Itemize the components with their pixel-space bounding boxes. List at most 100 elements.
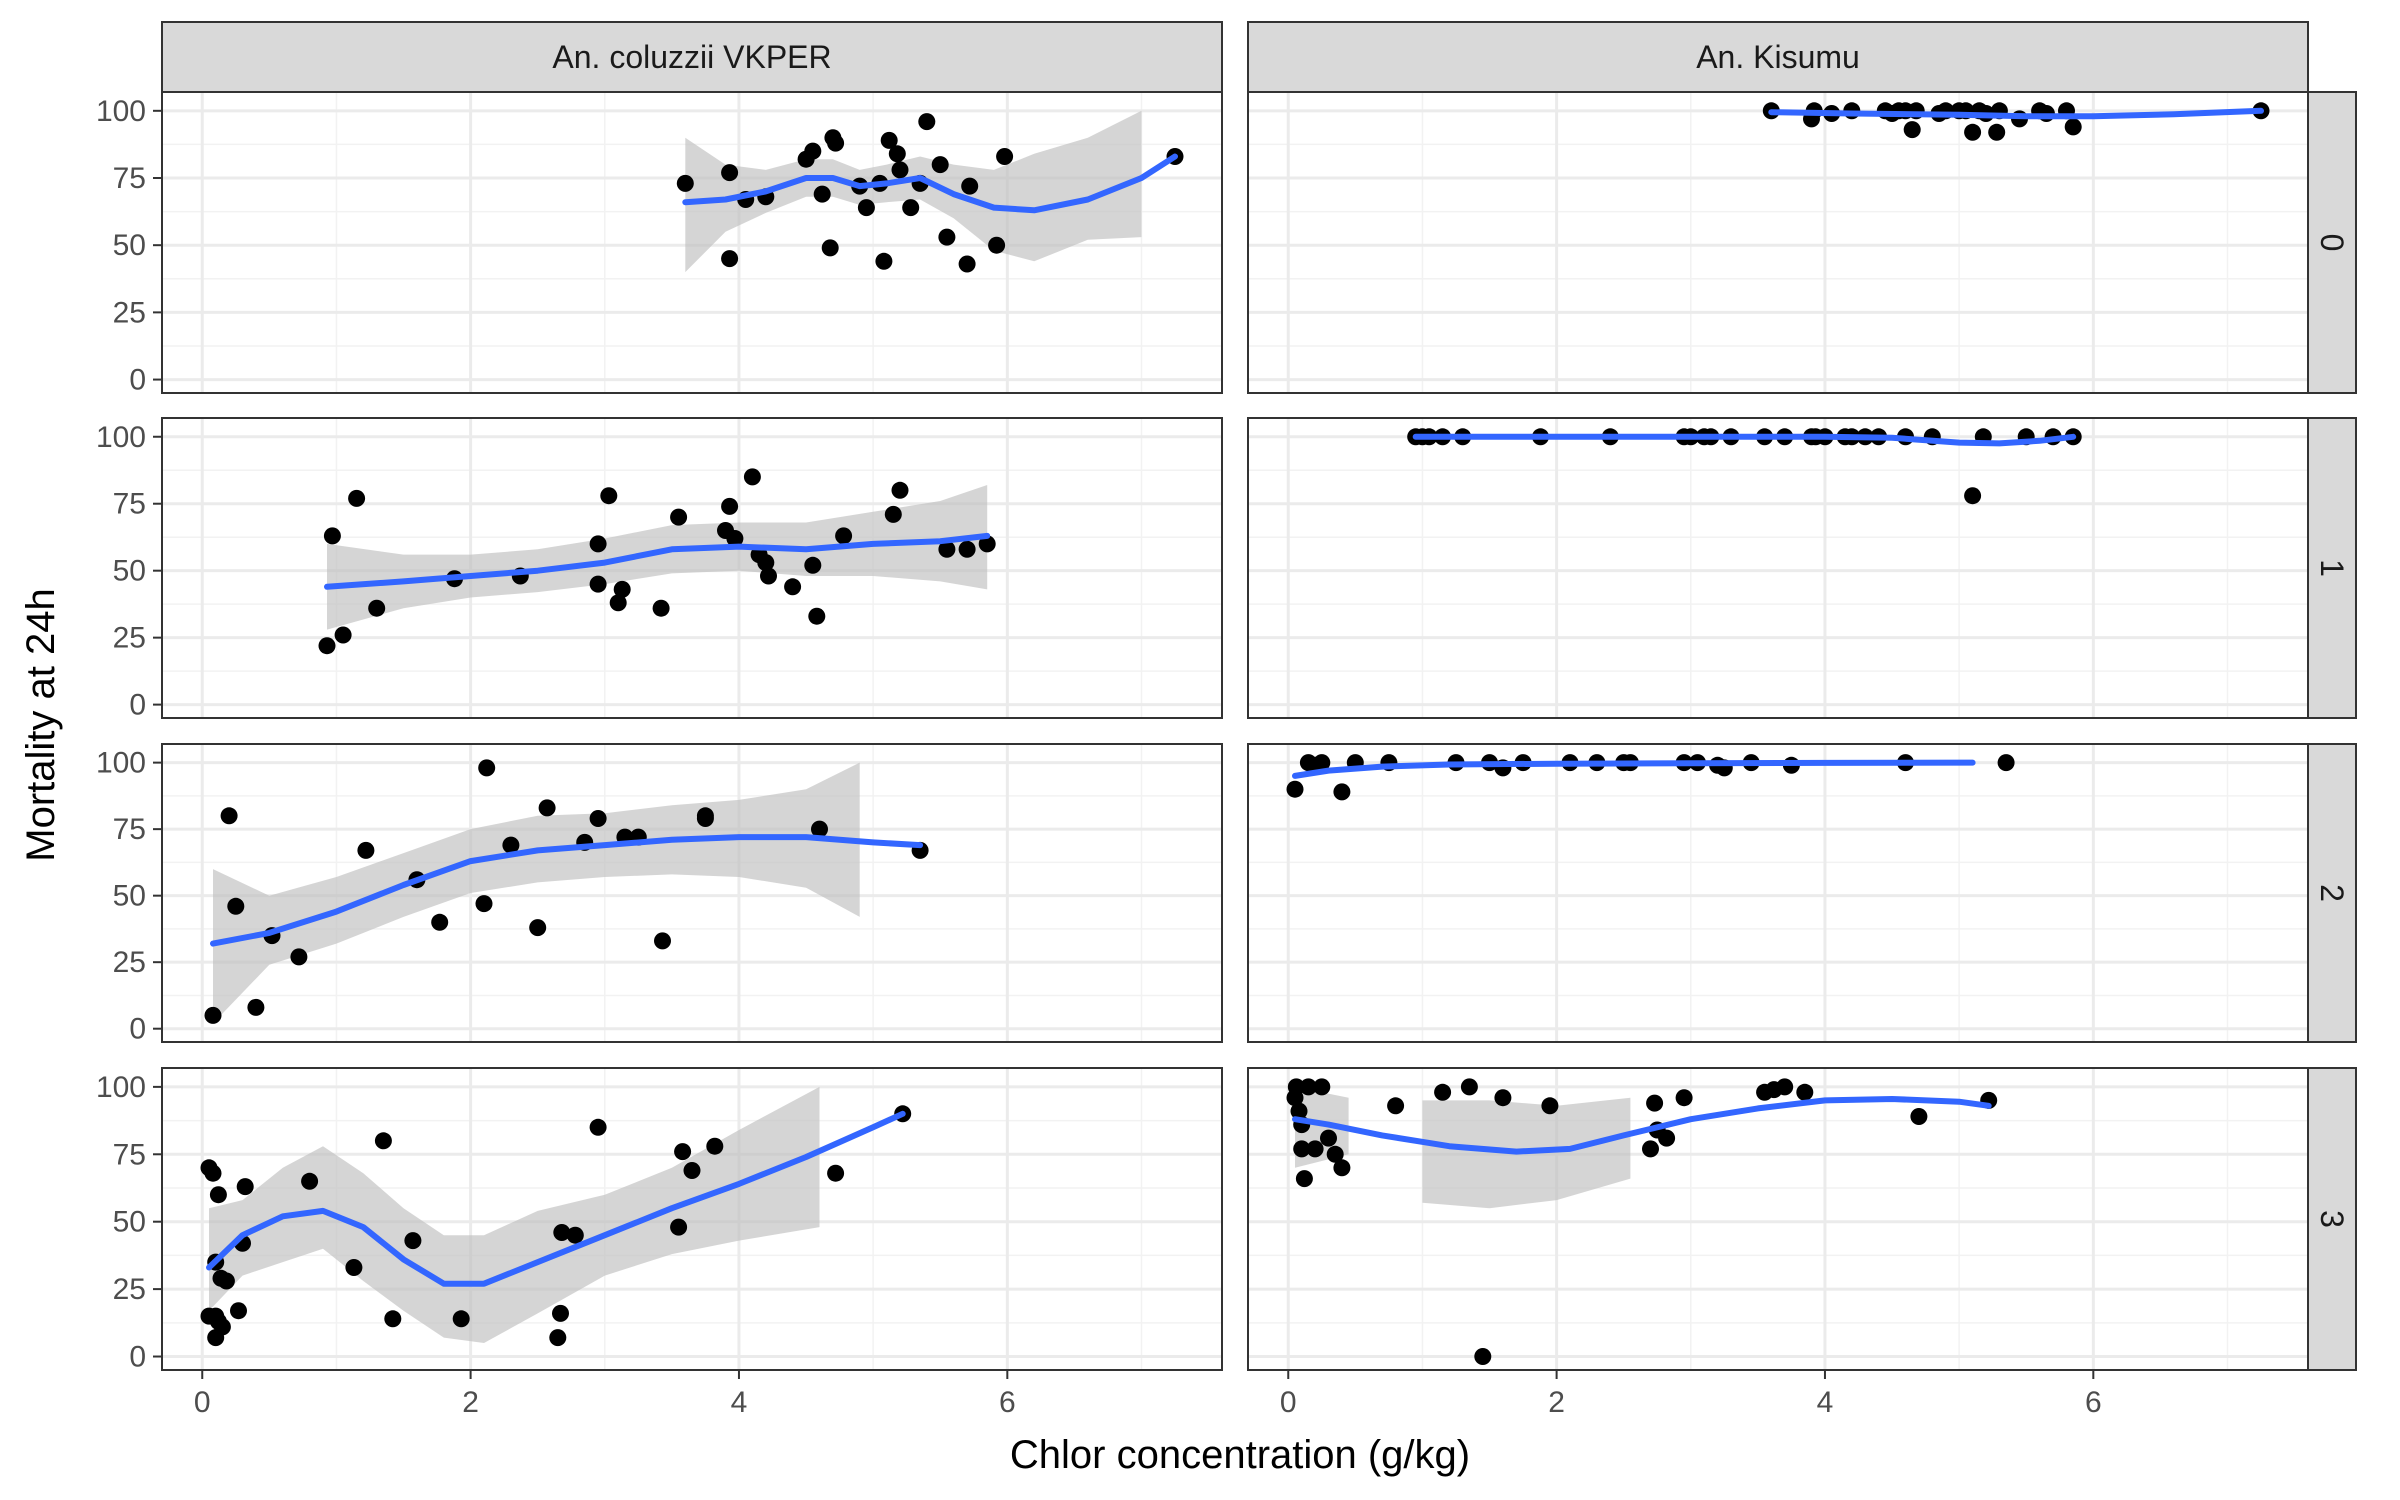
x-tick-label: 2 [462, 1386, 479, 1419]
data-point [204, 1006, 222, 1024]
data-point [613, 580, 631, 598]
strip-column-0 [161, 21, 1223, 93]
data-point [1286, 780, 1304, 798]
data-point [1541, 1097, 1559, 1115]
data-point [475, 895, 493, 913]
data-point [1333, 1159, 1351, 1177]
panel-background [1248, 92, 2308, 393]
data-point [589, 810, 607, 827]
data-point [502, 836, 520, 854]
data-point [875, 252, 893, 270]
data-point [1313, 754, 1331, 772]
y-tick-label: 25 [113, 296, 146, 329]
data-point [247, 998, 265, 1016]
y-axis-title: Mortality at 24h [19, 588, 63, 861]
panel-data-0-3 [200, 1086, 912, 1347]
data-point [1796, 1083, 1814, 1101]
y-tick-label: 100 [96, 95, 146, 128]
data-point [996, 148, 1014, 165]
data-point [888, 145, 906, 163]
x-tick-label: 4 [1817, 1386, 1834, 1419]
data-point [227, 897, 245, 915]
data-point [821, 239, 839, 257]
data-point [1287, 1078, 1305, 1096]
data-point [804, 142, 822, 160]
x-tick-label: 6 [999, 1386, 1016, 1419]
data-point [384, 1310, 402, 1328]
strip-label-row: 1 [2314, 559, 2350, 577]
data-point [529, 919, 547, 937]
data-point [706, 1137, 724, 1155]
panel-1-3 [1248, 1068, 2308, 1370]
data-point [1776, 1078, 1794, 1096]
strip-row-3 [2307, 1067, 2357, 1371]
data-point [961, 177, 979, 195]
data-point [958, 255, 976, 273]
data-point [902, 199, 920, 217]
data-point [721, 497, 739, 515]
panel-data-1-2 [1286, 754, 2015, 801]
strip-label-row: 3 [2314, 1210, 2350, 1228]
data-point [566, 1226, 584, 1244]
data-point [721, 164, 739, 182]
data-point [808, 607, 826, 625]
y-tick-label: 100 [96, 747, 146, 780]
data-point [1320, 1129, 1337, 1147]
data-point [827, 1164, 845, 1182]
y-tick-label: 100 [96, 1071, 146, 1104]
data-point [217, 1272, 235, 1290]
y-tick-label: 25 [113, 946, 146, 979]
panel-background [1248, 744, 2308, 1042]
data-point [290, 948, 308, 966]
y-tick-label: 25 [113, 1273, 146, 1306]
data-point [676, 174, 694, 192]
smooth-line [1292, 1096, 1992, 1155]
panel-border [161, 1067, 1223, 1371]
smooth-line [1292, 759, 1976, 779]
y-tick-label: 25 [113, 622, 146, 655]
smooth-line [210, 834, 924, 947]
y-tick-label: 0 [129, 689, 146, 722]
panel-border [161, 743, 1223, 1043]
data-point [209, 1186, 227, 1204]
y-tick-label: 100 [96, 421, 146, 454]
data-point [717, 522, 734, 539]
data-point [1295, 1170, 1313, 1188]
data-point [236, 1178, 254, 1196]
data-point [1474, 1348, 1492, 1365]
data-point [978, 535, 996, 553]
data-point [431, 913, 449, 931]
data-point [1646, 1094, 1664, 1112]
y-tick-label: 50 [113, 555, 146, 588]
data-point [357, 841, 375, 859]
data-point [757, 554, 775, 572]
y-tick-label: 0 [129, 1013, 146, 1046]
data-point [230, 1302, 247, 1320]
data-point [1997, 754, 2015, 772]
data-point [918, 113, 936, 131]
smooth-line [682, 153, 1178, 214]
x-tick-label: 0 [1280, 1386, 1297, 1419]
data-point [1910, 1108, 1928, 1125]
data-point [1434, 1083, 1452, 1101]
data-point [670, 1218, 688, 1236]
strip-label-row: 0 [2314, 234, 2350, 252]
strip-row-0 [2307, 91, 2357, 394]
data-point [654, 932, 671, 950]
data-point [368, 599, 386, 617]
data-point [1964, 123, 1982, 141]
data-point [323, 527, 341, 545]
strip-row-2 [2307, 743, 2357, 1043]
data-point [891, 161, 909, 179]
data-point [1675, 1089, 1693, 1107]
y-tick-label: 0 [129, 1341, 146, 1374]
data-point [670, 508, 688, 526]
panel-data-1-0 [1762, 102, 2270, 141]
data-point [600, 487, 618, 505]
data-point [938, 540, 956, 558]
data-point [857, 199, 875, 217]
data-point [813, 185, 831, 203]
data-point [784, 578, 802, 596]
data-point [652, 599, 670, 617]
